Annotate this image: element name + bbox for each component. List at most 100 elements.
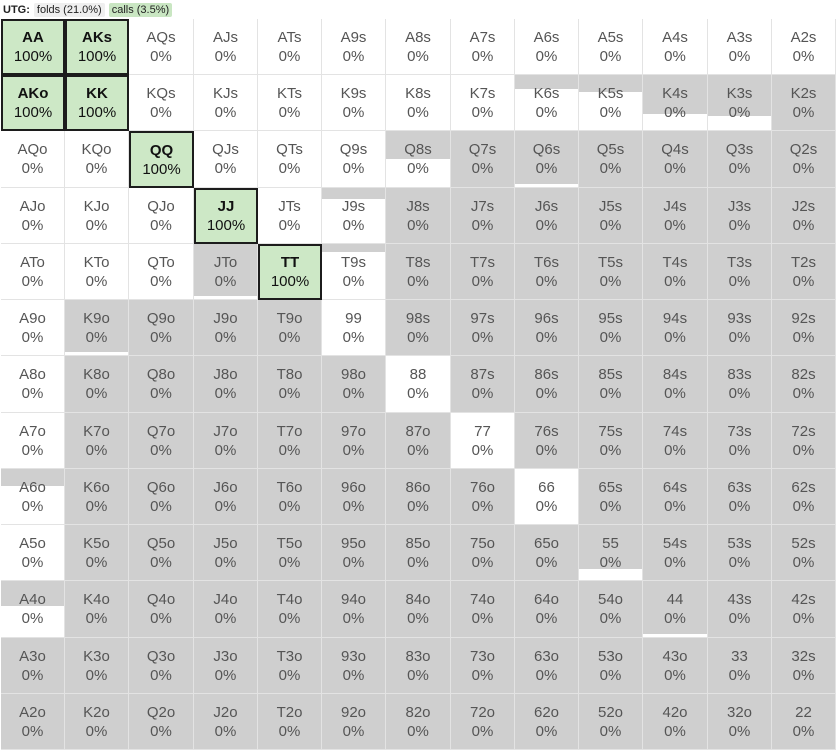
hand-cell-J2s[interactable]: J2s 0% — [772, 188, 836, 244]
hand-cell-94o[interactable]: 94o 0% — [322, 581, 386, 638]
hand-cell-74s[interactable]: 74s 0% — [643, 413, 708, 469]
hand-cell-A4s[interactable]: A4s 0% — [643, 19, 708, 75]
hand-cell-99[interactable]: 99 0% — [322, 300, 386, 356]
hand-cell-Q4s[interactable]: Q4s 0% — [643, 131, 708, 188]
hand-cell-A9o[interactable]: A9o 0% — [1, 300, 65, 356]
hand-cell-92o[interactable]: 92o 0% — [322, 694, 386, 750]
hand-cell-85s[interactable]: 85s 0% — [579, 356, 643, 413]
hand-cell-93o[interactable]: 93o 0% — [322, 638, 386, 694]
hand-cell-85o[interactable]: 85o 0% — [386, 525, 451, 581]
hand-cell-K6s[interactable]: K6s 0% — [515, 75, 579, 131]
hand-cell-T2o[interactable]: T2o 0% — [258, 694, 322, 750]
hand-cell-Q3s[interactable]: Q3s 0% — [708, 131, 772, 188]
hand-cell-88[interactable]: 88 0% — [386, 356, 451, 413]
hand-cell-77[interactable]: 77 0% — [451, 413, 515, 469]
hand-cell-82s[interactable]: 82s 0% — [772, 356, 836, 413]
hand-cell-Q4o[interactable]: Q4o 0% — [129, 581, 194, 638]
hand-cell-K7s[interactable]: K7s 0% — [451, 75, 515, 131]
hand-cell-84s[interactable]: 84s 0% — [643, 356, 708, 413]
hand-cell-AA[interactable]: AA 100% — [1, 19, 65, 75]
hand-cell-T4s[interactable]: T4s 0% — [643, 244, 708, 300]
hand-cell-52s[interactable]: 52s 0% — [772, 525, 836, 581]
hand-cell-A8s[interactable]: A8s 0% — [386, 19, 451, 75]
hand-cell-JTs[interactable]: JTs 0% — [258, 188, 322, 244]
hand-cell-32s[interactable]: 32s 0% — [772, 638, 836, 694]
hand-cell-22[interactable]: 22 0% — [772, 694, 836, 750]
hand-cell-Q5o[interactable]: Q5o 0% — [129, 525, 194, 581]
hand-cell-A2o[interactable]: A2o 0% — [1, 694, 65, 750]
hand-cell-A2s[interactable]: A2s 0% — [772, 19, 836, 75]
hand-cell-94s[interactable]: 94s 0% — [643, 300, 708, 356]
hand-cell-75s[interactable]: 75s 0% — [579, 413, 643, 469]
hand-cell-Q7o[interactable]: Q7o 0% — [129, 413, 194, 469]
hand-cell-72s[interactable]: 72s 0% — [772, 413, 836, 469]
hand-cell-75o[interactable]: 75o 0% — [451, 525, 515, 581]
hand-cell-63s[interactable]: 63s 0% — [708, 469, 772, 525]
hand-cell-ATs[interactable]: ATs 0% — [258, 19, 322, 75]
hand-cell-QJo[interactable]: QJo 0% — [129, 188, 194, 244]
hand-cell-65s[interactable]: 65s 0% — [579, 469, 643, 525]
hand-cell-32o[interactable]: 32o 0% — [708, 694, 772, 750]
hand-cell-K2o[interactable]: K2o 0% — [65, 694, 129, 750]
hand-cell-T2s[interactable]: T2s 0% — [772, 244, 836, 300]
hand-cell-42s[interactable]: 42s 0% — [772, 581, 836, 638]
hand-cell-J3o[interactable]: J3o 0% — [194, 638, 258, 694]
hand-cell-K2s[interactable]: K2s 0% — [772, 75, 836, 131]
hand-cell-KQs[interactable]: KQs 0% — [129, 75, 194, 131]
hand-cell-Q3o[interactable]: Q3o 0% — [129, 638, 194, 694]
hand-cell-T5o[interactable]: T5o 0% — [258, 525, 322, 581]
hand-cell-K8s[interactable]: K8s 0% — [386, 75, 451, 131]
hand-cell-K3o[interactable]: K3o 0% — [65, 638, 129, 694]
hand-cell-QQ[interactable]: QQ 100% — [129, 131, 194, 188]
hand-cell-T6o[interactable]: T6o 0% — [258, 469, 322, 525]
hand-cell-T7s[interactable]: T7s 0% — [451, 244, 515, 300]
hand-cell-JJ[interactable]: JJ 100% — [194, 188, 258, 244]
hand-cell-A5o[interactable]: A5o 0% — [1, 525, 65, 581]
hand-cell-Q9s[interactable]: Q9s 0% — [322, 131, 386, 188]
hand-cell-54o[interactable]: 54o 0% — [579, 581, 643, 638]
hand-cell-KTo[interactable]: KTo 0% — [65, 244, 129, 300]
hand-cell-Q6s[interactable]: Q6s 0% — [515, 131, 579, 188]
hand-cell-K8o[interactable]: K8o 0% — [65, 356, 129, 413]
hand-cell-AKo[interactable]: AKo 100% — [1, 75, 65, 131]
hand-cell-AQs[interactable]: AQs 0% — [129, 19, 194, 75]
folds-summary-badge[interactable]: folds (21.0%) — [33, 2, 105, 17]
hand-cell-AJs[interactable]: AJs 0% — [194, 19, 258, 75]
hand-cell-A3o[interactable]: A3o 0% — [1, 638, 65, 694]
hand-cell-92s[interactable]: 92s 0% — [772, 300, 836, 356]
hand-cell-44[interactable]: 44 0% — [643, 581, 708, 638]
hand-cell-T9o[interactable]: T9o 0% — [258, 300, 322, 356]
hand-cell-87s[interactable]: 87s 0% — [451, 356, 515, 413]
hand-cell-J3s[interactable]: J3s 0% — [708, 188, 772, 244]
hand-cell-J6o[interactable]: J6o 0% — [194, 469, 258, 525]
hand-cell-J8o[interactable]: J8o 0% — [194, 356, 258, 413]
hand-cell-A3s[interactable]: A3s 0% — [708, 19, 772, 75]
hand-cell-A6s[interactable]: A6s 0% — [515, 19, 579, 75]
hand-cell-QTs[interactable]: QTs 0% — [258, 131, 322, 188]
hand-cell-95o[interactable]: 95o 0% — [322, 525, 386, 581]
hand-cell-97o[interactable]: 97o 0% — [322, 413, 386, 469]
hand-cell-62s[interactable]: 62s 0% — [772, 469, 836, 525]
hand-cell-K9o[interactable]: K9o 0% — [65, 300, 129, 356]
hand-cell-84o[interactable]: 84o 0% — [386, 581, 451, 638]
hand-cell-66[interactable]: 66 0% — [515, 469, 579, 525]
hand-cell-A7s[interactable]: A7s 0% — [451, 19, 515, 75]
hand-cell-64s[interactable]: 64s 0% — [643, 469, 708, 525]
hand-cell-J7s[interactable]: J7s 0% — [451, 188, 515, 244]
hand-cell-A6o[interactable]: A6o 0% — [1, 469, 65, 525]
hand-cell-96o[interactable]: 96o 0% — [322, 469, 386, 525]
hand-cell-T7o[interactable]: T7o 0% — [258, 413, 322, 469]
hand-cell-Q6o[interactable]: Q6o 0% — [129, 469, 194, 525]
hand-cell-J9o[interactable]: J9o 0% — [194, 300, 258, 356]
hand-cell-K5s[interactable]: K5s 0% — [579, 75, 643, 131]
hand-cell-AKs[interactable]: AKs 100% — [65, 19, 129, 75]
hand-cell-62o[interactable]: 62o 0% — [515, 694, 579, 750]
hand-cell-76s[interactable]: 76s 0% — [515, 413, 579, 469]
hand-cell-KK[interactable]: KK 100% — [65, 75, 129, 131]
hand-cell-J7o[interactable]: J7o 0% — [194, 413, 258, 469]
hand-cell-96s[interactable]: 96s 0% — [515, 300, 579, 356]
hand-cell-53o[interactable]: 53o 0% — [579, 638, 643, 694]
hand-cell-Q2s[interactable]: Q2s 0% — [772, 131, 836, 188]
hand-cell-K6o[interactable]: K6o 0% — [65, 469, 129, 525]
hand-cell-TT[interactable]: TT 100% — [258, 244, 322, 300]
